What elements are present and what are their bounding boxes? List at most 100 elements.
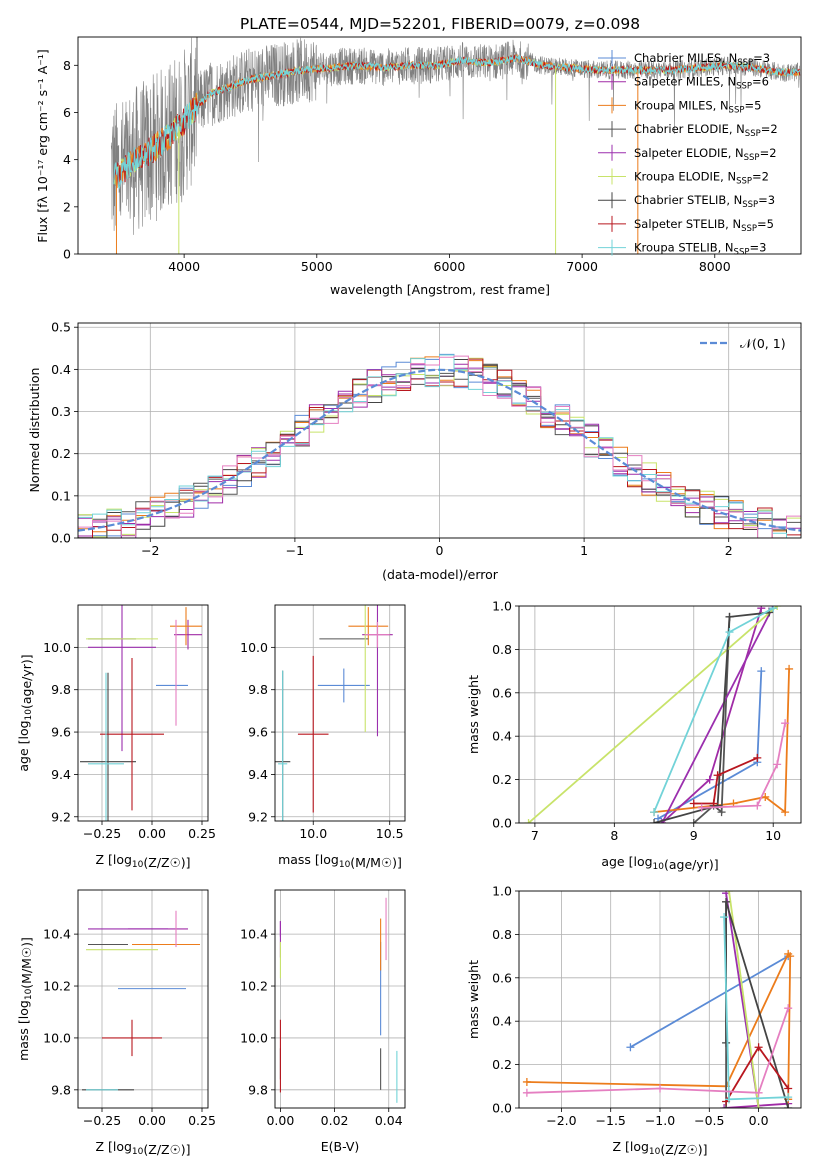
x-tick-label: 0.00 [138, 1113, 166, 1128]
x-tick-label: 0.00 [266, 1113, 294, 1128]
axes-frame [518, 890, 802, 1109]
y-tick-label: 10.4 [43, 927, 71, 942]
label-part: mass weight [466, 960, 481, 1039]
legend-label: Kroupa ELODIE, NSSP=2 [634, 170, 769, 187]
legend-label-text: Kroupa ELODIE, N [634, 170, 736, 184]
legend-label: Salpeter MILES, NSSP=6 [634, 75, 769, 92]
plot-area [275, 890, 405, 1108]
y-tick-label: 9.2 [248, 809, 268, 824]
legend-label-tail: =3 [758, 193, 775, 207]
label-part: (age/yr)] [19, 654, 34, 709]
series-line [657, 671, 763, 820]
chart-mass-vs-extinction: 0.00 0.02 0.04 9.8 10.0 10.2 10.4 E(B-V) [240, 889, 406, 1154]
y-tick-label: 2 [63, 199, 71, 214]
x-tick-label: 0.04 [375, 1113, 403, 1128]
plot-area [519, 606, 801, 823]
plot-area [78, 605, 208, 821]
x-tick-label: −2.0 [546, 1113, 576, 1128]
legend-label-sub: SSP [744, 153, 760, 163]
y-tick-label: 10.0 [43, 640, 71, 655]
series-line [527, 606, 778, 823]
chart-mass-vs-metallicity: −0.25 0.00 0.259.810.010.210.4Z [log10(Z/Z… [16, 889, 216, 1157]
axes-frame [77, 36, 802, 255]
plot-area [78, 890, 208, 1108]
y-tick-label: 4 [63, 152, 71, 167]
series-line [724, 1102, 789, 1108]
series-marker [713, 771, 722, 780]
y-tick-label: 0.0 [492, 816, 512, 831]
series-marker [522, 1088, 531, 1097]
legend-label-tail: =5 [744, 98, 761, 112]
series-marker [722, 1038, 731, 1047]
y-axis-label: age [log10(age/yr)] [16, 654, 34, 771]
series-marker [784, 1004, 793, 1013]
series-marker [705, 775, 714, 784]
series-marker [757, 606, 766, 613]
y-tick-label: 0.8 [492, 642, 512, 657]
label-part: (Z/Z☉)] [143, 1142, 190, 1157]
series-marker [656, 1084, 664, 1093]
x-tick-label: 9 [690, 828, 698, 843]
legend-label: Chabrier ELODIE, NSSP=2 [634, 122, 778, 139]
y-tick-label: 9.6 [51, 725, 71, 740]
legend-label: Chabrier MILES, NSSP=3 [634, 51, 770, 68]
label-part: age [ [16, 740, 31, 772]
label-part: log [113, 1139, 132, 1154]
chart-spectrum: 4000 5000 6000 7000 8000 0 2 4 6 8 Chabrier MILES,… [35, 36, 802, 297]
x-axis-label: (data-model)/error [382, 567, 499, 582]
series-line [693, 616, 731, 823]
legend-label-tail: =2 [761, 122, 778, 136]
chart-mass-weight-vs-metallicity: −2.0 −1.5 −1.0 −0.5 0.0 0.0 0.2 0.4 0.6 0.8 1.0 Z [… [466, 884, 802, 1157]
series-marker [524, 819, 533, 823]
x-tick-label: 6000 [434, 259, 466, 274]
series-line [653, 607, 774, 813]
spectrum-observed-line [110, 37, 800, 235]
label-part: (M/M☉)] [350, 855, 402, 870]
x-tick-label: 5000 [301, 259, 333, 274]
y-tick-label: 0.2 [492, 772, 512, 787]
series-marker [722, 897, 731, 906]
series-marker [784, 1104, 793, 1108]
series-marker [784, 1093, 793, 1102]
series-marker [725, 1095, 734, 1104]
label-part: log [16, 720, 31, 739]
plot-area [78, 323, 801, 538]
series-marker [754, 1104, 763, 1108]
plot-area [110, 37, 801, 254]
y-tick-label: 0.4 [492, 729, 512, 744]
axes-frame [518, 605, 802, 824]
y-tick-label: 9.4 [248, 767, 268, 782]
y-tick-label: 0.5 [51, 320, 71, 335]
series-line [653, 611, 770, 823]
y-tick-label: 6 [63, 105, 71, 120]
label-part: (Z/Z☉)] [143, 855, 190, 870]
legend-label-sub: SSP [736, 82, 752, 92]
gaussian-curve [78, 368, 801, 532]
series-marker [781, 719, 790, 728]
series-marker [689, 819, 698, 823]
legend-label: Salpeter ELODIE, NSSP=2 [634, 146, 777, 163]
series-marker [725, 612, 734, 621]
label-part: log [633, 854, 652, 869]
x-tick-label: −1 [286, 543, 304, 558]
legend-label-tail: =2 [760, 146, 777, 160]
axes-frame [77, 889, 209, 1109]
axes-frame [77, 604, 209, 822]
series-line [629, 955, 789, 1048]
label-subscript: 10 [653, 862, 665, 872]
y-tick-label: 10.0 [240, 640, 268, 655]
series-line [526, 1007, 790, 1094]
legend-label-tail: =2 [752, 170, 769, 184]
series-marker [761, 792, 770, 801]
x-axis-label: wavelength [Angstrom, rest frame] [330, 282, 550, 297]
series-marker [725, 891, 734, 895]
x-axis-label: Z [log10(Z/Z☉)] [612, 1139, 707, 1157]
y-tick-label: 9.8 [248, 682, 268, 697]
axes-frame [274, 604, 406, 822]
y-tick-label: 10.0 [240, 1030, 268, 1045]
label-part: E(B-V) [321, 1139, 360, 1154]
label-part: log [113, 852, 132, 867]
y-tick-label: 9.4 [51, 767, 71, 782]
